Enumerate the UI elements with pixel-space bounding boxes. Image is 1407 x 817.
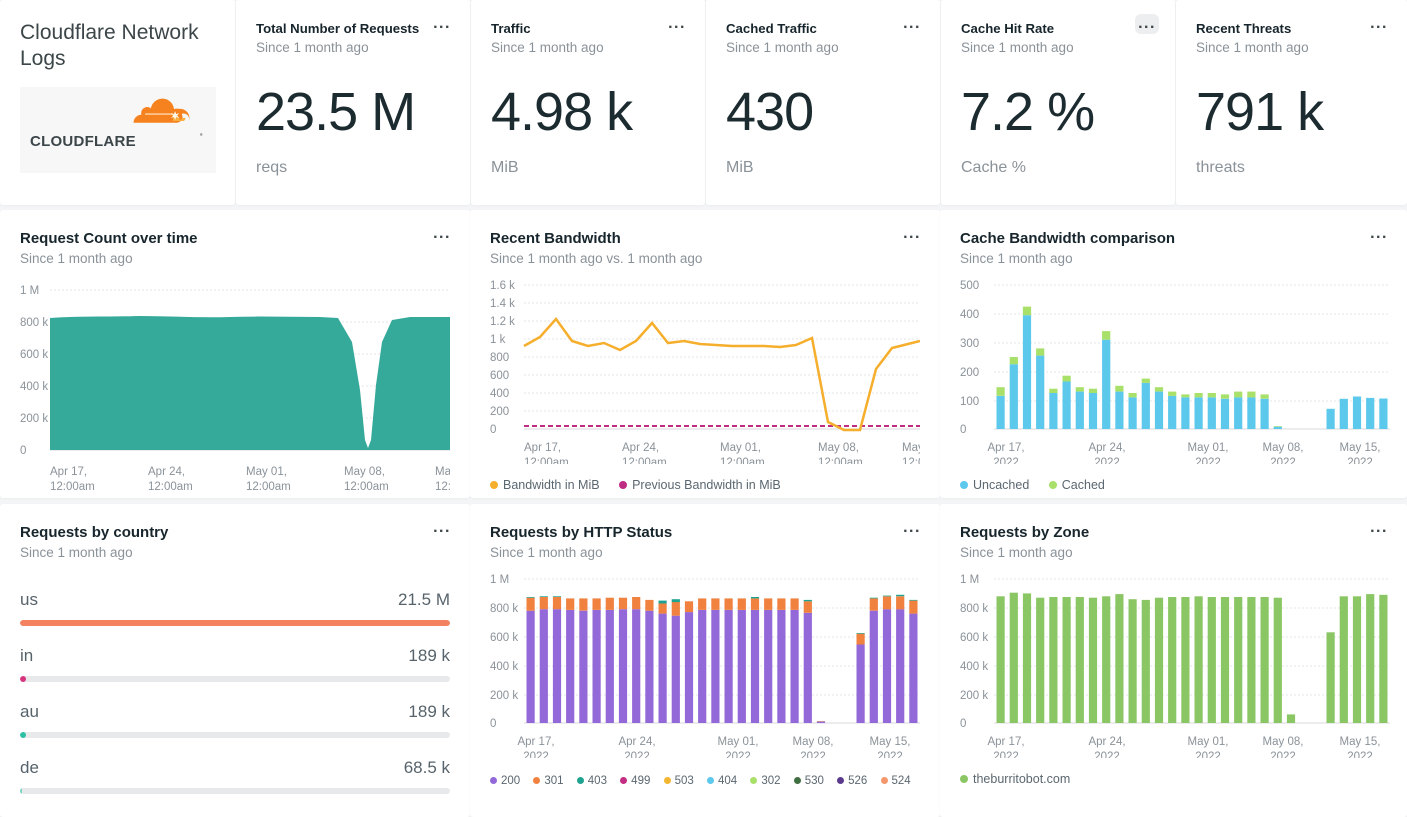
svg-text:2022: 2022 [877, 751, 903, 758]
svg-text:May 15,: May 15, [1340, 736, 1381, 748]
svg-text:CLOUDFLARE: CLOUDFLARE [30, 133, 136, 150]
svg-text:1 k: 1 k [490, 334, 506, 346]
svg-text:May 1: May 1 [435, 466, 450, 478]
svg-text:May 08,: May 08, [793, 736, 834, 748]
svg-text:May 15,: May 15, [1340, 442, 1381, 454]
svg-text:May 01,: May 01, [246, 466, 287, 478]
svg-text:200 k: 200 k [490, 690, 518, 702]
svg-text:Apr 17,: Apr 17, [50, 466, 87, 478]
svg-text:Apr 24,: Apr 24, [1088, 736, 1125, 748]
svg-text:400 k: 400 k [20, 381, 48, 393]
svg-text:May 08,: May 08, [1263, 442, 1304, 454]
svg-text:May 01,: May 01, [1188, 736, 1229, 748]
svg-text:2022: 2022 [624, 751, 650, 758]
svg-text:May 08,: May 08, [344, 466, 385, 478]
svg-text:12:00am: 12:00am [246, 481, 291, 493]
svg-text:2022: 2022 [800, 751, 826, 758]
svg-text:0: 0 [490, 424, 496, 436]
svg-text:2022: 2022 [1347, 751, 1373, 758]
svg-text:1 M: 1 M [960, 574, 979, 586]
svg-text:Apr 24,: Apr 24, [618, 736, 655, 748]
svg-text:300: 300 [960, 338, 979, 350]
svg-text:1.4 k: 1.4 k [490, 298, 515, 310]
svg-text:12:00a: 12:00a [902, 457, 920, 464]
svg-text:12:00am: 12:00am [524, 457, 569, 464]
svg-text:12:00am: 12:00am [344, 481, 389, 493]
svg-text:12:00a: 12:00a [435, 481, 450, 493]
svg-text:800 k: 800 k [20, 317, 48, 329]
svg-text:May 01,: May 01, [718, 736, 759, 748]
svg-text:1.2 k: 1.2 k [490, 316, 515, 328]
svg-text:Apr 17,: Apr 17, [987, 736, 1024, 748]
svg-text:0: 0 [20, 445, 26, 457]
svg-text:2022: 2022 [1094, 457, 1120, 464]
svg-text:400: 400 [960, 309, 979, 321]
svg-text:1 M: 1 M [490, 574, 509, 586]
svg-text:2022: 2022 [1270, 457, 1296, 464]
svg-text:100: 100 [960, 396, 979, 408]
svg-text:2022: 2022 [1347, 457, 1373, 464]
svg-text:Apr 17,: Apr 17, [517, 736, 554, 748]
svg-text:2022: 2022 [1195, 751, 1221, 758]
svg-text:May 08,: May 08, [1263, 736, 1304, 748]
svg-text:200: 200 [960, 367, 979, 379]
svg-text:1 M: 1 M [20, 285, 39, 297]
svg-text:2022: 2022 [1094, 751, 1120, 758]
svg-text:12:00am: 12:00am [50, 481, 95, 493]
svg-text:12:00am: 12:00am [818, 457, 863, 464]
svg-text:12:00am: 12:00am [148, 481, 193, 493]
svg-text:600 k: 600 k [490, 632, 518, 644]
svg-text:2022: 2022 [1270, 751, 1296, 758]
svg-text:200 k: 200 k [20, 413, 48, 425]
svg-text:0: 0 [960, 424, 966, 436]
svg-text:2022: 2022 [993, 457, 1019, 464]
svg-text:600: 600 [490, 370, 509, 382]
svg-text:2022: 2022 [993, 751, 1019, 758]
svg-text:12:00am: 12:00am [622, 457, 667, 464]
svg-text:200: 200 [490, 406, 509, 418]
svg-text:May 15,: May 15, [870, 736, 911, 748]
svg-text:400 k: 400 k [490, 661, 518, 673]
svg-text:Apr 17,: Apr 17, [524, 442, 561, 454]
svg-text:600 k: 600 k [960, 632, 988, 644]
svg-text:500: 500 [960, 280, 979, 292]
svg-text:800 k: 800 k [490, 603, 518, 615]
svg-text:1.6 k: 1.6 k [490, 280, 515, 292]
svg-text:May 1: May 1 [902, 442, 920, 454]
svg-text:400 k: 400 k [960, 661, 988, 673]
svg-text:0: 0 [490, 718, 496, 730]
svg-text:0: 0 [960, 718, 966, 730]
svg-text:Apr 24,: Apr 24, [622, 442, 659, 454]
svg-text:May 08,: May 08, [818, 442, 859, 454]
svg-text:2022: 2022 [725, 751, 751, 758]
svg-text:12:00am: 12:00am [720, 457, 765, 464]
svg-text:Apr 24,: Apr 24, [148, 466, 185, 478]
svg-text:2022: 2022 [523, 751, 549, 758]
svg-text:May 01,: May 01, [720, 442, 761, 454]
svg-text:200 k: 200 k [960, 690, 988, 702]
svg-text:400: 400 [490, 388, 509, 400]
svg-text:600 k: 600 k [20, 349, 48, 361]
svg-text:2022: 2022 [1195, 457, 1221, 464]
svg-text:800 k: 800 k [960, 603, 988, 615]
svg-text:May 01,: May 01, [1188, 442, 1229, 454]
svg-text:800: 800 [490, 352, 509, 364]
svg-text:Apr 17,: Apr 17, [987, 442, 1024, 454]
svg-text:Apr 24,: Apr 24, [1088, 442, 1125, 454]
svg-text:®: ® [200, 133, 203, 137]
